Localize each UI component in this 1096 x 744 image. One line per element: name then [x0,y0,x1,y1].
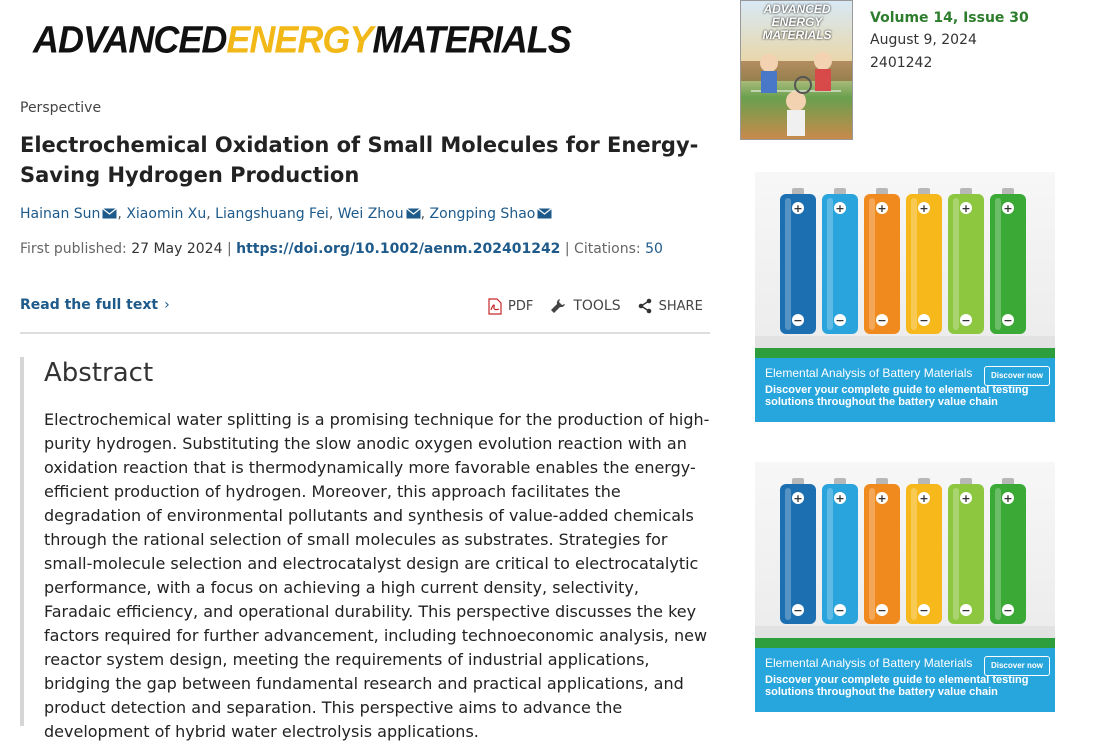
first-published-date: 27 May 2024 [131,241,223,257]
author-name: Hainan Sun [20,206,101,222]
svg-text:+: + [961,202,970,215]
journal-cover-image[interactable]: ADVANCED ENERGY MATERIALS [740,0,853,140]
discover-now-button[interactable]: Discover now [984,656,1050,676]
read-full-text-link[interactable]: Read the full text › [20,297,170,313]
battery-graphic: +− [948,188,984,334]
share-button[interactable]: SHARE [637,298,703,314]
citations-label: Citations: [574,241,641,257]
citations-count[interactable]: 50 [645,241,663,257]
svg-text:−: − [1003,314,1012,327]
svg-text:−: − [835,604,844,617]
svg-text:−: − [919,604,928,617]
read-full-text-label: Read the full text [20,297,159,313]
ad-description: Discover your complete guide to elementa… [765,674,1029,698]
svg-text:+: + [877,492,886,505]
svg-text:−: − [1003,604,1012,617]
svg-text:+: + [1003,492,1012,505]
batteries-illustration: +−+−+−+−+−+− [755,478,1055,638]
ad-title: Elemental Analysis of Battery Materials [765,656,973,670]
ad-description: Discover your complete guide to elementa… [765,384,1029,408]
svg-text:−: − [835,314,844,327]
battery-graphic: +− [864,478,900,624]
svg-text:−: − [961,604,970,617]
author-name: Zongping Shao [429,206,536,222]
tools-label: TOOLS [573,298,621,314]
author-name: Wei Zhou [337,206,404,222]
svg-text:−: − [919,314,928,327]
svg-text:+: + [793,492,802,505]
battery-graphic: +− [780,188,816,334]
battery-graphic: +− [990,188,1026,334]
svg-text:+: + [835,492,844,505]
chevron-right-icon: › [164,297,170,313]
tools-button[interactable]: TOOLS [549,297,621,315]
cover-illustration [741,52,852,136]
batteries-illustration: +−+−+−+−+−+− [755,188,1055,348]
svg-text:−: − [793,604,802,617]
abstract-text: Electrochemical water splitting is a pro… [44,410,710,741]
svg-text:−: − [877,604,886,617]
article-title: Electrochemical Oxidation of Small Molec… [20,133,699,187]
advertisement[interactable]: + − + − + − + − + − + − Elemental Analysis of Batte… [755,462,1055,712]
article-type: Perspective [20,100,102,116]
cover-title: ADVANCED ENERGY MATERIALS [762,2,832,42]
svg-text:+: + [877,202,886,215]
publication-meta: First published: 27 May 2024 | https://d… [20,241,663,257]
pdf-icon [488,297,502,315]
wrench-icon [551,299,566,313]
mail-icon[interactable] [537,208,553,219]
doi-link[interactable]: https://doi.org/10.1002/aenm.202401242 [236,241,561,257]
advertisement[interactable]: + − + − + − + − + − + − Elemental Analysis of Batte… [755,172,1055,422]
pdf-label: PDF [508,298,534,314]
svg-text:+: + [793,202,802,215]
share-label: SHARE [658,298,703,314]
author-link[interactable]: Xiaomin Xu [126,206,206,222]
svg-text:+: + [919,492,928,505]
author-link[interactable]: Zongping Shao [430,206,553,222]
ad-title: Elemental Analysis of Battery Materials [765,366,973,380]
abstract-heading: Abstract [44,358,154,388]
svg-text:−: − [877,314,886,327]
divider [20,332,710,334]
svg-text:−: − [961,314,970,327]
logo-word-1: ADVANCED [33,17,227,61]
issue-date: August 9, 2024 [870,32,977,48]
author-name: Xiaomin Xu [126,206,207,222]
mail-icon[interactable] [102,208,118,219]
svg-text:+: + [835,202,844,215]
battery-graphic: +− [948,478,984,624]
issue-volume-link[interactable]: Volume 14, Issue 30 [870,10,1029,26]
discover-now-button[interactable]: Discover now [984,366,1050,386]
first-published-label: First published: [20,241,127,257]
battery-graphic: +− [822,188,858,334]
author-name: Liangshuang Fei [215,206,329,222]
article-number: 2401242 [870,55,933,71]
svg-text:−: − [793,314,802,327]
journal-logo[interactable]: ADVANCEDENERGYMATERIALS [33,17,572,61]
author-link[interactable]: Wei Zhou [338,206,421,222]
abstract-accent-bar [20,357,24,726]
battery-graphic: +− [822,478,858,624]
mail-icon[interactable] [405,208,421,219]
pdf-button[interactable]: PDF [488,297,534,315]
svg-text:+: + [961,492,970,505]
battery-graphic: +− [864,188,900,334]
logo-word-3: MATERIALS [372,17,571,61]
author-link[interactable]: Hainan Sun [20,206,118,222]
share-icon [638,298,651,314]
battery-graphic: +− [906,188,942,334]
battery-graphic: +− [906,478,942,624]
author-list: Hainan Sun, Xiaomin Xu, Liangshuang Fei,… [20,206,553,222]
logo-word-2: ENERGY [226,17,373,61]
svg-text:+: + [1003,202,1012,215]
author-link[interactable]: Liangshuang Fei [215,206,329,222]
svg-text:+: + [919,202,928,215]
battery-graphic: +− [990,478,1026,624]
article-toolbar: PDF TOOLS SHARE [488,296,703,316]
battery-graphic: +− [780,478,816,624]
